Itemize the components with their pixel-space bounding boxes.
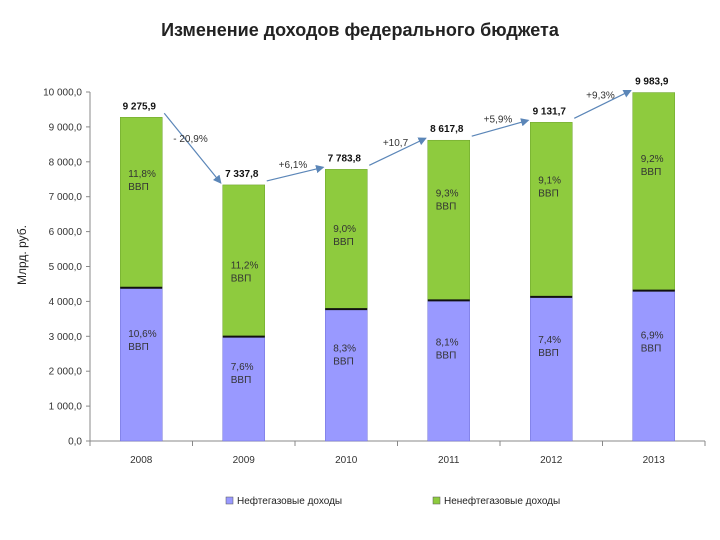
bar-non-oil-gas [632,92,675,291]
oil-gas-pct-label: 7,4% [538,335,561,346]
non-oil-gas-gdp-label: ВВП [333,237,354,248]
x-tick-label: 2009 [233,455,256,466]
bar-oil-gas [427,300,470,442]
non-oil-gas-gdp-label: ВВП [128,182,149,193]
chart-title: Изменение доходов федерального бюджета [161,20,559,40]
non-oil-gas-pct-label: 9,2% [641,154,664,165]
bar-total-label: 9 983,9 [635,77,669,88]
bar-total-label: 7 783,8 [328,153,362,164]
change-label: - 20,9% [173,134,208,145]
y-tick-label: 6 000,0 [49,227,83,238]
y-tick-label: 8 000,0 [49,157,83,168]
non-oil-gas-gdp-label: ВВП [231,273,252,284]
x-tick-label: 2013 [643,455,666,466]
change-label: +10,7 [383,138,409,149]
change-arrow [471,118,530,137]
x-tick-label: 2008 [130,455,153,466]
non-oil-gas-pct-label: 9,3% [436,188,459,199]
non-oil-gas-pct-label: 11,8% [128,169,156,180]
bar-oil-gas [632,290,675,442]
y-tick-label: 9 000,0 [49,122,83,133]
oil-gas-gdp-label: ВВП [333,356,354,367]
change-arrow [368,137,427,166]
oil-gas-gdp-label: ВВП [231,375,252,386]
non-oil-gas-gdp-label: ВВП [436,201,457,212]
oil-gas-pct-label: 8,1% [436,337,459,348]
y-tick-label: 4 000,0 [49,297,83,308]
non-oil-gas-pct-label: 9,1% [538,175,561,186]
oil-gas-pct-label: 6,9% [641,331,664,342]
y-tick-label: 0,0 [68,437,82,448]
bar-total-label: 9 275,9 [123,101,157,112]
bar-non-oil-gas [120,117,163,289]
bar-total-label: 8 617,8 [430,124,464,135]
x-tick-label: 2010 [335,455,358,466]
bar-non-oil-gas [325,169,368,310]
oil-gas-gdp-label: ВВП [538,348,559,359]
y-axis-label: Млрд. руб. [15,225,29,285]
bar-oil-gas [222,336,265,442]
oil-gas-gdp-label: ВВП [436,350,457,361]
change-label: +5,9% [484,114,513,125]
non-oil-gas-gdp-label: ВВП [538,188,559,199]
non-oil-gas-pct-label: 11,2% [231,260,259,271]
y-tick-label: 3 000,0 [49,332,83,343]
oil-gas-pct-label: 10,6% [128,329,156,340]
bar-oil-gas [530,296,573,442]
y-tick-label: 10 000,0 [43,88,82,99]
legend-swatch [225,496,234,505]
x-tick-label: 2011 [438,455,460,466]
change-arrow [266,164,325,182]
bar-non-oil-gas [222,184,265,337]
change-arrow [573,89,632,119]
legend-swatch [432,496,441,505]
change-label: +9,3% [586,90,615,101]
legend-label: Ненефтегазовые доходы [444,495,560,507]
bar-total-label: 9 131,7 [533,106,567,117]
y-tick-label: 1 000,0 [49,402,83,413]
bar-oil-gas [325,308,368,442]
y-tick-label: 5 000,0 [49,262,83,273]
oil-gas-pct-label: 7,6% [231,362,254,373]
oil-gas-gdp-label: ВВП [641,344,662,355]
legend-label: Нефтегазовые доходы [237,495,342,507]
bar-total-label: 7 337,8 [225,169,259,180]
non-oil-gas-gdp-label: ВВП [641,167,662,178]
y-tick-label: 7 000,0 [49,192,83,203]
non-oil-gas-pct-label: 9,0% [333,224,356,235]
change-arrow [163,112,222,184]
oil-gas-pct-label: 8,3% [333,343,356,354]
bar-non-oil-gas [530,122,573,298]
bar-non-oil-gas [427,139,470,301]
change-label: +6,1% [279,160,308,171]
oil-gas-gdp-label: ВВП [128,342,149,353]
bar-oil-gas [120,287,163,442]
y-tick-label: 2 000,0 [49,367,83,378]
x-tick-label: 2012 [540,455,563,466]
